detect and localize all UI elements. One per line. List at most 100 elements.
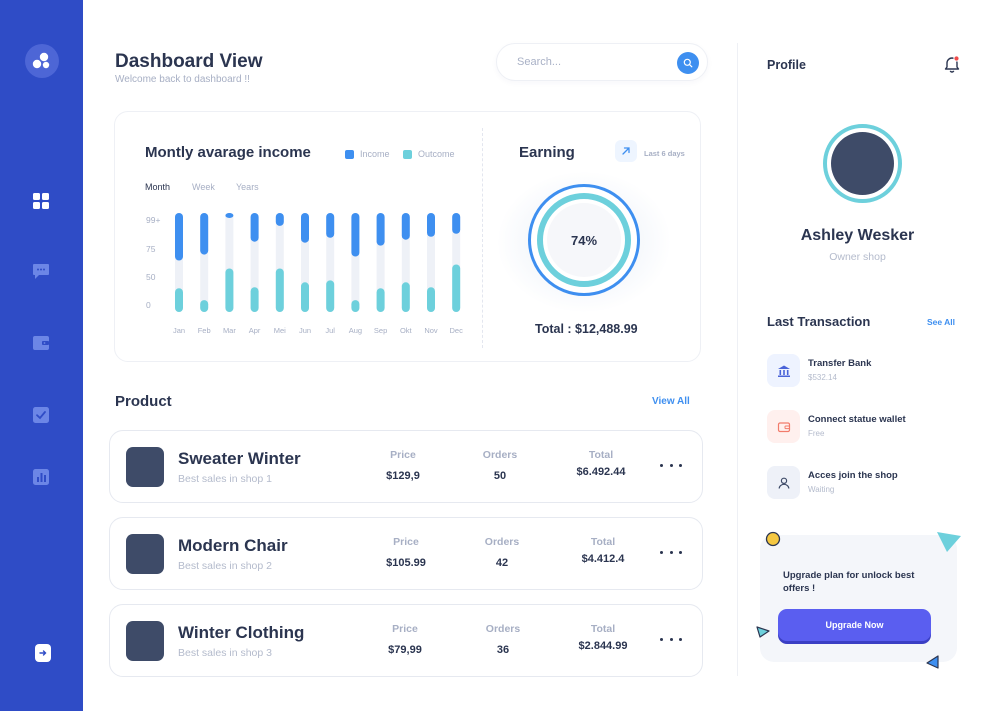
x-tick-label: Okt — [400, 326, 413, 335]
legend-income: Income — [345, 149, 390, 159]
more-options-button[interactable] — [660, 631, 682, 647]
avatar[interactable] — [831, 132, 894, 195]
wallet-icon — [777, 421, 790, 432]
total-header: Total — [590, 623, 616, 635]
bar-income — [351, 213, 360, 257]
circle-decoration-icon — [765, 531, 781, 547]
transaction-title: Connect statue wallet — [808, 414, 906, 425]
view-all-products-link[interactable]: View All — [652, 396, 690, 407]
search-box — [496, 43, 708, 81]
bell-icon — [944, 55, 960, 73]
bar-outcome — [376, 288, 385, 312]
app-logo[interactable] — [25, 44, 59, 78]
transaction-item[interactable]: Transfer Bank $532.14 — [767, 354, 957, 388]
period-tab-week[interactable]: Week — [192, 182, 215, 192]
bar-outcome — [301, 282, 309, 312]
legend-outcome-swatch — [403, 149, 412, 159]
product-orders-col: Orders 50 — [455, 449, 545, 482]
product-price: $129,9 — [386, 470, 420, 482]
bar-income — [401, 213, 410, 240]
product-name: Modern Chair — [178, 536, 288, 555]
orders-header: Orders — [482, 449, 518, 461]
product-total: $2.844.99 — [578, 640, 628, 652]
x-tick-label: Feb — [198, 326, 211, 335]
transaction-title: Acces join the shop — [808, 470, 898, 481]
legend-income-label: Income — [360, 149, 390, 159]
transaction-subtitle: Free — [808, 429, 825, 438]
income-chart: 99+ 75 50 0 Jan Feb Mar Apr Mei Jun Jul Aug Sep Okt No… — [146, 213, 463, 335]
bank-icon — [777, 365, 790, 377]
bar-outcome — [250, 287, 259, 312]
sidebar-item-dashboard[interactable] — [31, 191, 51, 211]
transaction-icon-box — [767, 466, 800, 499]
price-header: Price — [393, 536, 419, 548]
sidebar-item-messages[interactable] — [31, 261, 51, 281]
orders-header: Orders — [485, 623, 521, 635]
y-tick-label: 0 — [146, 300, 151, 310]
transaction-icon-box — [767, 354, 800, 387]
bar-income — [200, 213, 209, 255]
product-total-col: Total $2.844.99 — [558, 623, 648, 652]
transaction-subtitle: $532.14 — [808, 373, 837, 382]
upgrade-now-button[interactable]: Upgrade Now — [778, 609, 931, 641]
search-input[interactable] — [517, 53, 667, 71]
sidebar-item-analytics[interactable] — [31, 467, 51, 487]
more-options-button[interactable] — [660, 544, 682, 560]
total-header: Total — [590, 536, 616, 548]
legend-outcome: Outcome — [403, 149, 455, 159]
orders-header: Orders — [484, 536, 520, 548]
logout-button[interactable] — [35, 644, 51, 662]
earning-trend-button[interactable] — [615, 140, 637, 162]
product-row[interactable]: Winter Clothing Best sales in shop 3 Pri… — [109, 604, 703, 677]
product-price-col: Price $105.99 — [361, 536, 451, 569]
x-tick-label: Sep — [374, 326, 387, 335]
bar-income — [326, 213, 335, 238]
product-thumbnail — [126, 621, 164, 661]
logo-icon — [32, 52, 50, 69]
product-total: $4.412.4 — [581, 553, 625, 565]
grid-icon — [33, 193, 49, 209]
sidebar-item-tasks[interactable] — [31, 405, 51, 425]
transaction-title: Transfer Bank — [808, 358, 872, 369]
bar-outcome — [175, 288, 183, 312]
bar-outcome — [225, 268, 234, 312]
see-all-transactions-link[interactable]: See All — [927, 317, 956, 327]
bar-chart-icon — [33, 469, 49, 485]
profile-title: Profile — [767, 58, 806, 72]
right-panel-divider — [737, 43, 738, 676]
product-orders: 42 — [495, 557, 509, 569]
x-tick-label: Mei — [274, 326, 286, 335]
product-row[interactable]: Modern Chair Best sales in shop 2 Price … — [109, 517, 703, 590]
product-name: Winter Clothing — [178, 623, 305, 642]
notifications-button[interactable] — [944, 55, 960, 73]
product-orders: 50 — [493, 470, 507, 482]
x-tick-label: Mar — [223, 326, 236, 335]
x-tick-label: Jan — [173, 326, 185, 335]
more-options-button[interactable] — [660, 457, 682, 473]
transaction-item[interactable]: Acces join the shop Waiting — [767, 466, 957, 500]
product-total: $6.492.44 — [576, 466, 626, 478]
bar-outcome — [401, 282, 410, 312]
card-divider — [482, 128, 483, 348]
bar-income — [427, 213, 435, 237]
earning-total: Total : $12,488.99 — [535, 322, 638, 336]
x-tick-label: Nov — [424, 326, 438, 335]
product-row[interactable]: Sweater Winter Best sales in shop 1 Pric… — [109, 430, 703, 503]
earning-period: Last 6 days — [644, 149, 685, 158]
transaction-item[interactable]: Connect statue wallet Free — [767, 410, 957, 444]
period-tab-years[interactable]: Years — [236, 182, 259, 192]
sidebar — [0, 0, 83, 711]
y-tick-label: 75 — [146, 244, 156, 254]
product-subtitle: Best sales in shop 2 — [178, 560, 272, 572]
logout-icon — [39, 650, 47, 656]
search-button[interactable] — [677, 52, 699, 74]
sidebar-item-wallet[interactable] — [31, 333, 51, 353]
search-icon — [683, 58, 693, 68]
profile-role: Owner shop — [829, 251, 886, 263]
product-price-col: Price $79,99 — [360, 623, 450, 656]
bar-outcome — [326, 280, 335, 312]
bar-outcome — [452, 264, 461, 312]
period-tab-month[interactable]: Month — [145, 182, 171, 192]
upgrade-card — [760, 535, 957, 662]
bar-outcome — [200, 300, 209, 312]
